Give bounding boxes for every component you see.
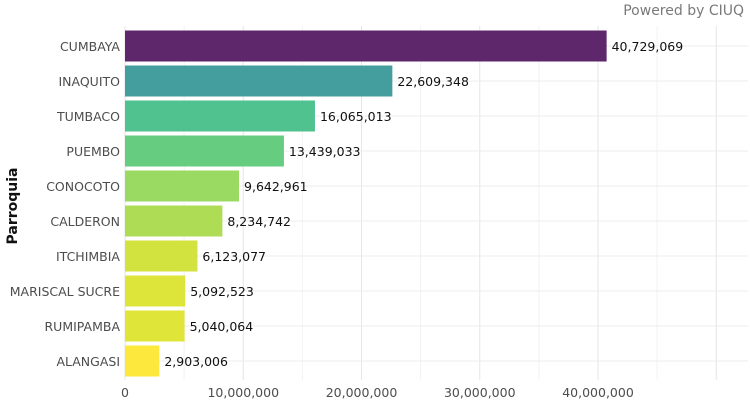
value-label: 9,642,961: [244, 179, 308, 194]
y-tick-label: INAQUITO: [58, 74, 120, 89]
y-tick-label: TUMBACO: [56, 109, 120, 124]
value-label: 22,609,348: [397, 74, 469, 89]
bar-mariscal-sucre[interactable]: [125, 275, 186, 307]
bar-calderon[interactable]: [125, 205, 223, 237]
bar-rumipamba[interactable]: [125, 310, 185, 342]
y-tick-label: CONOCOTO: [46, 179, 120, 194]
value-labels: 40,729,069 22,609,348 16,065,013 13,439,033…: [164, 39, 683, 369]
y-axis-title: Parroquia: [5, 168, 21, 245]
bar-cumbaya[interactable]: [125, 30, 607, 62]
y-tick-labels: CUMBAYA INAQUITO TUMBACO PUEMBO CONOCOTO CALD…: [10, 39, 121, 369]
bar-itchimbia[interactable]: [125, 240, 198, 272]
value-label: 8,234,742: [227, 214, 291, 229]
bar-conocoto[interactable]: [125, 170, 240, 202]
x-tick-label: 20,000,000: [326, 385, 398, 400]
x-tick-label: 10,000,000: [207, 385, 279, 400]
value-label: 13,439,033: [289, 144, 361, 159]
value-label: 40,729,069: [612, 39, 684, 54]
y-tick-label: PUEMBO: [66, 144, 120, 159]
value-label: 5,040,064: [190, 319, 254, 334]
x-tick-label: 40,000,000: [562, 385, 634, 400]
value-label: 16,065,013: [320, 109, 392, 124]
bar-inaquito[interactable]: [125, 65, 393, 97]
x-tick-label: 30,000,000: [444, 385, 516, 400]
bars: [125, 30, 607, 377]
y-tick-label: CALDERON: [50, 214, 120, 229]
bar-puembo[interactable]: [125, 135, 284, 167]
y-tick-label: ITCHIMBIA: [56, 249, 120, 264]
x-tick-label: 0: [121, 385, 129, 400]
x-tick-labels: 0 10,000,000 20,000,000 30,000,000 40,000,00…: [121, 385, 634, 400]
powered-by-label: Powered by CIUQ: [623, 3, 744, 19]
y-tick-label: ALANGASI: [56, 354, 120, 369]
bar-alangasi[interactable]: [125, 345, 160, 377]
y-tick-label: MARISCAL SUCRE: [10, 284, 120, 299]
value-label: 5,092,523: [190, 284, 254, 299]
y-tick-label: RUMIPAMBA: [44, 319, 120, 334]
value-label: 6,123,077: [202, 249, 266, 264]
y-tick-label: CUMBAYA: [60, 39, 120, 54]
bar-tumbaco[interactable]: [125, 100, 315, 132]
value-label: 2,903,006: [164, 354, 228, 369]
